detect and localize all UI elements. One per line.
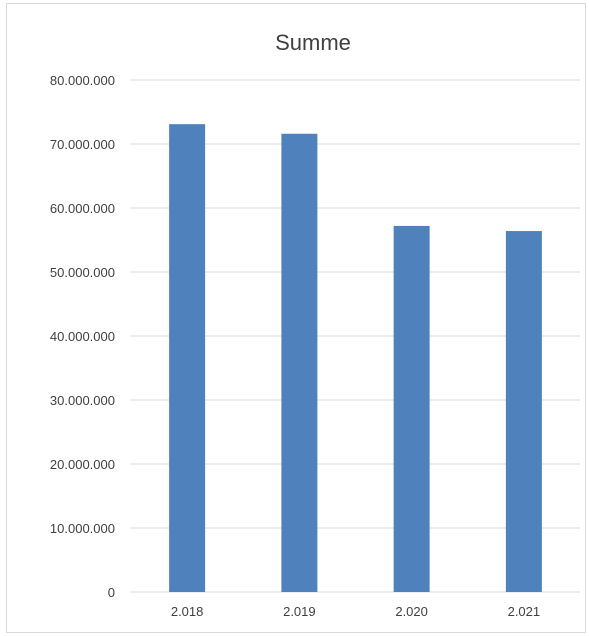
y-axis-ticks: 0 10.000.000 20.000.000 30.000.000 40.000.00…: [50, 73, 115, 600]
bars: [169, 124, 542, 593]
x-tick-label: 2.021: [508, 604, 541, 619]
chart-title: Summe: [275, 30, 351, 55]
bar-2.019: [281, 133, 318, 592]
y-tick-label: 60.000.000: [50, 201, 115, 216]
x-tick-label: 2.019: [283, 604, 316, 619]
y-tick-label: 30.000.000: [50, 393, 115, 408]
y-tick-label: 70.000.000: [50, 137, 115, 152]
x-tick-label: 2.020: [395, 604, 428, 619]
bar-2.020: [393, 225, 430, 593]
y-tick-label: 20.000.000: [50, 457, 115, 472]
bar-2.018: [169, 124, 206, 592]
y-tick-label: 80.000.000: [50, 73, 115, 88]
gridlines: [131, 79, 580, 593]
x-axis-ticks: 2.018 2.019 2.020 2.021: [171, 604, 540, 619]
bar-2.021: [505, 231, 542, 593]
y-tick-label: 40.000.000: [50, 329, 115, 344]
y-tick-label: 10.000.000: [50, 521, 115, 536]
y-tick-label: 0: [108, 585, 115, 600]
x-tick-label: 2.018: [171, 604, 204, 619]
y-tick-label: 50.000.000: [50, 265, 115, 280]
